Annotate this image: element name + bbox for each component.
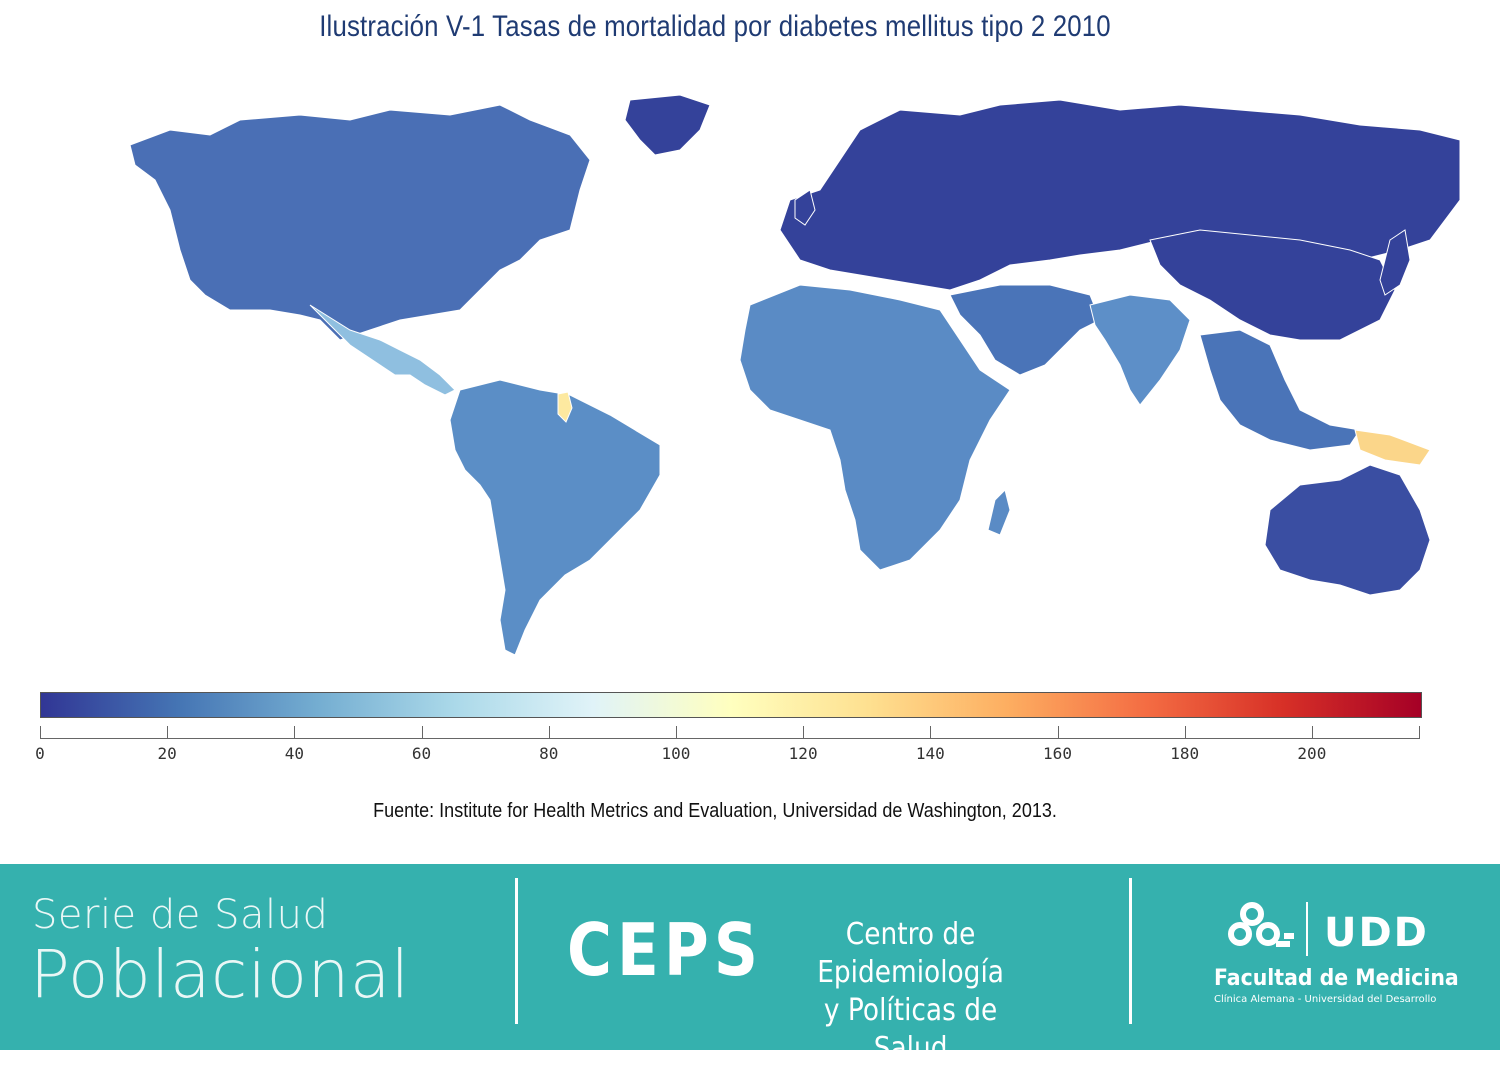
scale-tick-label: 120: [788, 744, 818, 763]
scale-tick-mark: [803, 726, 805, 738]
scale-tick-label: 80: [539, 744, 559, 763]
scale-tick-mark: [930, 726, 932, 738]
scale-tick-mark: [675, 726, 677, 738]
footer-divider-right: [1129, 878, 1132, 1024]
region-africa: [739, 284, 1011, 571]
region-middle-east: [949, 284, 1101, 376]
scale-tick-mark: [167, 726, 169, 738]
series-title-line1: Serie de Salud: [32, 892, 329, 938]
scale-end-tick-mark: [1419, 726, 1420, 738]
footer-divider-left: [515, 878, 518, 1024]
scale-tick-label: 100: [661, 744, 691, 763]
ceps-name-line1: Centro de Epidemiología: [817, 917, 1004, 990]
color-scale-bar: [40, 692, 1422, 718]
region-madagascar: [987, 489, 1011, 536]
faculty-subtitle: Clínica Alemana - Universidad del Desarr…: [1214, 994, 1437, 1005]
scale-tick-mark: [40, 726, 41, 738]
region-mexico-central-america: [309, 304, 456, 396]
ceps-logo-text: CEPS: [567, 908, 764, 992]
logo-separator: [1306, 902, 1308, 956]
series-title-line2: Poblacional: [30, 936, 410, 1013]
region-papua-new-guinea: [1354, 429, 1431, 466]
scale-tick-mark: [1184, 726, 1186, 738]
ceps-full-name: Centro de Epidemiología y Políticas de S…: [783, 916, 1038, 1068]
scale-tick-label: 20: [157, 744, 177, 763]
color-scale-axis: 0 20 40 60 80 100 120 140 160 180 200: [35, 726, 1420, 766]
region-north-america: [129, 104, 591, 341]
scale-tick-mark: [1311, 726, 1313, 738]
source-note: Fuente: Institute for Health Metrics and…: [373, 800, 1057, 822]
region-australia: [1264, 464, 1431, 596]
region-south-asia: [1089, 294, 1191, 406]
scale-tick-mark: [1057, 726, 1059, 738]
region-japan: [1379, 229, 1411, 296]
scale-tick-label: 40: [284, 744, 304, 763]
scale-tick-mark: [294, 726, 296, 738]
world-choropleth-map: [129, 94, 1461, 656]
udd-wordmark: UDD: [1324, 910, 1429, 956]
region-greenland: [624, 94, 711, 156]
region-south-america: [449, 379, 661, 656]
map-title: Ilustración V-1 Tasas de mortalidad por …: [319, 10, 1111, 43]
scale-tick-label: 200: [1297, 744, 1327, 763]
clinica-alemana-logo-icon: [1228, 902, 1294, 947]
udd-logo: UDD Facultad de Medicina Clínica Alemana…: [1214, 900, 1459, 1020]
region-southeast-asia: [1199, 329, 1361, 451]
faculty-name: Facultad de Medicina: [1214, 966, 1459, 991]
region-uk: [794, 189, 816, 226]
scale-tick-label: 140: [915, 744, 945, 763]
color-scale-axis-line: [40, 738, 1420, 739]
scale-tick-label: 60: [411, 744, 432, 763]
region-guyana: [557, 391, 573, 423]
scale-tick-label: 0: [35, 744, 45, 763]
scale-tick-label: 180: [1170, 744, 1200, 763]
footer-banner: Serie de Salud Poblacional CEPS Centro d…: [0, 864, 1500, 1066]
region-east-asia: [1149, 229, 1396, 341]
ceps-name-line2: y Políticas de Salud: [823, 993, 998, 1066]
scale-tick-mark: [421, 726, 423, 738]
scale-tick-mark: [548, 726, 550, 738]
scale-tick-label: 160: [1043, 744, 1072, 763]
